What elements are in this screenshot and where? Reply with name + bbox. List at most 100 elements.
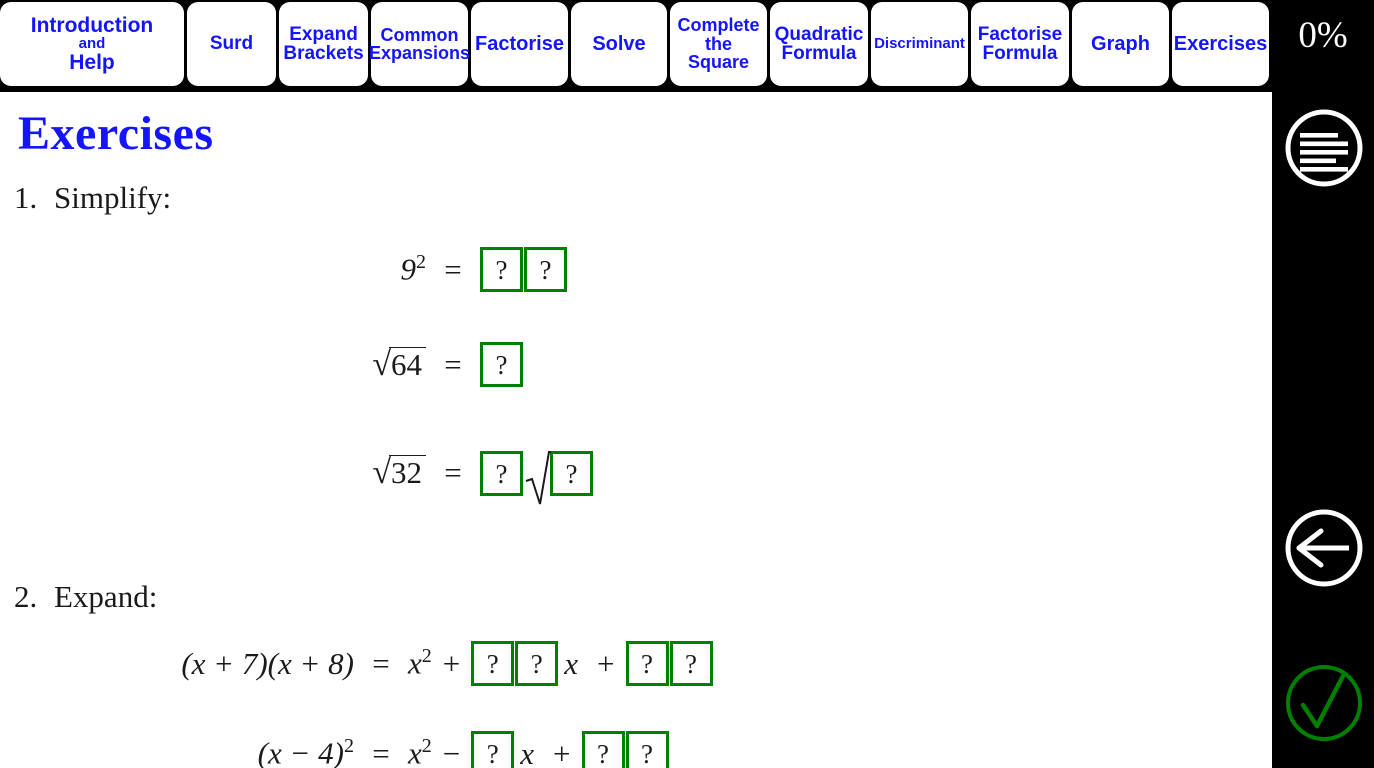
radical-with-answer-box: ?	[525, 447, 593, 505]
answer-box[interactable]: ?	[480, 450, 523, 496]
answer-box-group: ? ?	[471, 641, 559, 686]
back-button[interactable]	[1277, 501, 1371, 595]
tab-label-line: Graph	[1091, 32, 1150, 55]
tab-label-line: Expand	[289, 23, 358, 45]
answer-box-group: ? ?	[625, 641, 713, 686]
equals-sign: =	[372, 645, 390, 681]
tab-label-line: Solve	[592, 32, 646, 55]
operator-plus: +	[597, 645, 615, 681]
lhs-expression: (x − 4)2	[148, 735, 354, 768]
tab-common-expansions[interactable]: Common Expansions	[368, 2, 471, 86]
question-prompt-text: Simplify:	[54, 180, 172, 215]
answer-box[interactable]: ?	[625, 641, 669, 686]
tab-factorise[interactable]: Factorise	[471, 2, 568, 86]
square-root-expression: √ 32	[372, 455, 426, 490]
answer-box[interactable]: ?	[471, 731, 515, 768]
hamburger-menu-icon	[1281, 105, 1367, 191]
radicand: 32	[389, 455, 426, 490]
lhs-expression: 92	[330, 251, 427, 287]
rhs-leading-term: x2	[408, 735, 432, 768]
tab-label-line: Quadratic	[774, 23, 864, 45]
answer-box-group: ? ?	[480, 247, 567, 292]
right-sidebar: 0%	[1272, 0, 1374, 768]
tab-introduction-and-help[interactable]: Introduction and Help	[0, 2, 184, 86]
question-1-prompt: 1. Simplify:	[14, 180, 171, 216]
exercise-line-9-squared: 92 = ? ?	[330, 247, 567, 292]
tab-solve[interactable]: Solve	[571, 2, 667, 86]
answer-box-group: ? ?	[581, 731, 669, 768]
answer-box-group: ?	[471, 731, 515, 768]
check-answers-button[interactable]	[1277, 656, 1371, 750]
tab-label-line: Brackets	[283, 43, 364, 64]
lhs-expression: (x + 7)(x + 8)	[181, 645, 354, 681]
tab-label-line: and	[78, 35, 106, 53]
operator-minus: −	[442, 735, 461, 768]
radicand: 64	[389, 346, 426, 382]
question-number: 1.	[14, 180, 38, 215]
tab-quadratic-formula[interactable]: Quadratic Formula	[770, 2, 868, 86]
radical-sign-icon: √	[372, 454, 391, 491]
tab-graph[interactable]: Graph	[1072, 2, 1169, 86]
answer-box[interactable]: ?	[515, 641, 559, 686]
answer-box[interactable]: ?	[625, 731, 669, 768]
answer-box[interactable]: ?	[669, 641, 713, 686]
exponent: 2	[344, 735, 354, 758]
variable-x: x	[564, 645, 579, 681]
tab-factorise-formula[interactable]: Factorise Formula	[971, 2, 1069, 86]
tab-label-line: Exercises	[1173, 32, 1268, 55]
menu-button[interactable]	[1277, 101, 1371, 195]
variable: x	[408, 735, 422, 768]
tab-label-line: Factorise	[475, 32, 564, 55]
lhs-expression: √ 64	[330, 346, 426, 383]
exponent: 2	[421, 735, 432, 758]
tab-label-line: Expansions	[368, 43, 471, 63]
tab-expand-brackets[interactable]: Expand Brackets	[279, 2, 368, 86]
tab-label-line: Introduction	[30, 13, 154, 37]
exercise-content-area: Exercises 1. Simplify: 92 = ? ? √ 64 = ?	[0, 92, 1272, 768]
variable-x: x	[520, 735, 535, 768]
answer-box[interactable]: ?	[471, 641, 515, 686]
lhs-text: (x − 4)	[257, 735, 344, 768]
question-number: 2.	[14, 579, 38, 614]
rhs-leading-term: x2	[408, 645, 432, 681]
exercise-line-expand-1: (x + 7)(x + 8) = x2 + ? ? x + ? ?	[148, 641, 713, 686]
equals-sign: =	[444, 346, 462, 382]
tab-label-line: the	[705, 33, 732, 54]
arrow-left-icon	[1281, 505, 1367, 591]
tab-label-line: Common	[380, 24, 459, 45]
tab-label-line: Complete	[677, 15, 760, 36]
answer-box[interactable]: ?	[524, 247, 567, 292]
question-2-prompt: 2. Expand:	[14, 579, 157, 615]
tab-complete-the-square[interactable]: Complete the Square	[670, 2, 767, 86]
answer-box-group: ?	[480, 342, 523, 387]
answer-box[interactable]: ?	[480, 342, 523, 387]
tab-label-line: Help	[69, 50, 115, 74]
answer-box[interactable]: ?	[480, 247, 523, 292]
base-number: 9	[400, 251, 417, 287]
question-prompt-text: Expand:	[54, 579, 158, 614]
lhs-expression: √ 32	[330, 455, 426, 491]
equals-sign: =	[372, 735, 390, 768]
square-root-expression: √ 64	[372, 346, 426, 382]
tab-label-line: Factorise	[977, 23, 1063, 45]
exercise-line-sqrt-64: √ 64 = ?	[330, 342, 523, 387]
tab-label-line: Formula	[982, 43, 1058, 64]
answer-box[interactable]: ?	[550, 450, 593, 496]
exponent: 2	[421, 645, 432, 668]
tab-label-line: Surd	[209, 33, 254, 55]
check-circle-icon	[1281, 660, 1367, 746]
exercise-line-sqrt-32: √ 32 = ? ?	[330, 447, 593, 505]
exercise-line-expand-2: (x − 4)2 = x2 − ? x + ? ?	[148, 731, 669, 768]
page-title: Exercises	[18, 107, 214, 160]
topic-tab-bar: Introduction and Help Surd Expand Bracke…	[0, 0, 1374, 92]
tab-exercises[interactable]: Exercises	[1172, 2, 1269, 86]
progress-percent-label: 0%	[1298, 15, 1348, 56]
operator-plus: +	[553, 735, 571, 768]
equals-sign: =	[444, 251, 462, 287]
variable: x	[408, 645, 422, 681]
radical-sign-icon	[525, 447, 551, 505]
tab-discriminant[interactable]: Discriminant	[871, 2, 968, 86]
answer-box[interactable]: ?	[581, 731, 625, 768]
tab-surd[interactable]: Surd	[187, 2, 276, 86]
